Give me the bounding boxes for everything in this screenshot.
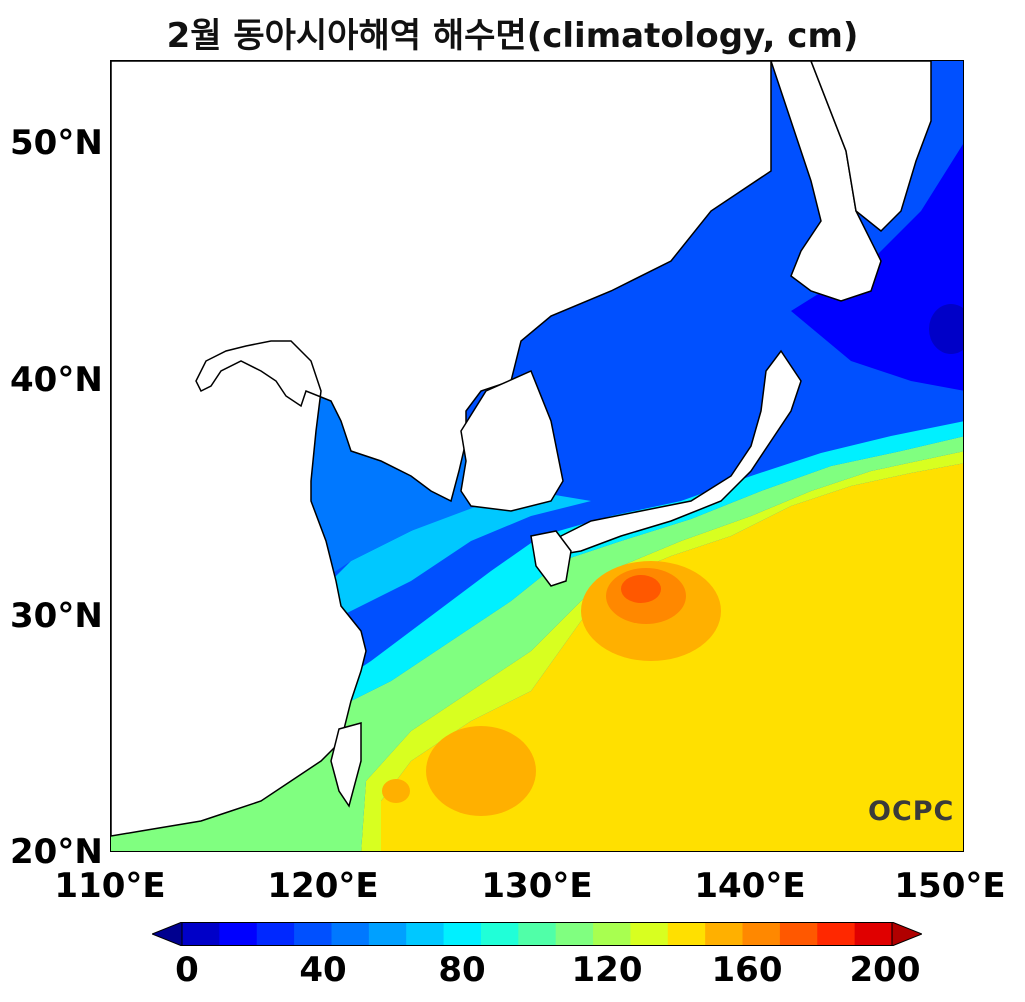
colorbar-bin	[555, 922, 594, 946]
colorbar-extend-min	[150, 921, 183, 947]
field-cyan-band	[311, 421, 963, 721]
colorbar-bin	[182, 922, 220, 946]
field-darkest-blue	[929, 304, 963, 354]
eddy-red-core	[621, 575, 661, 603]
land-taiwan	[330, 722, 362, 808]
map-title: 2월 동아시아해역 해수면(climatology, cm)	[166, 16, 859, 56]
colorbar-tick-160: 160	[711, 950, 783, 990]
colorbar-bin	[331, 922, 370, 946]
colorbar-bin	[406, 922, 445, 946]
colorbar-bin	[817, 922, 856, 946]
colorbar-bin	[443, 922, 482, 946]
colorbar-bin	[854, 922, 893, 946]
colorbar-bin	[705, 922, 744, 946]
lon-label-110e: 110°E	[54, 866, 166, 906]
colorbar-bin	[630, 922, 669, 946]
colorbar-tick-120: 120	[571, 950, 643, 990]
colorbar-bin	[256, 922, 295, 946]
lat-label-50n: 50°N	[10, 123, 103, 163]
sea-level-field	[111, 61, 963, 851]
colorbar-tick-40: 40	[299, 950, 347, 990]
colorbar-bin	[518, 922, 557, 946]
colorbar-bin	[219, 922, 258, 946]
colorbar-bin	[593, 922, 631, 946]
colorbar-bin	[368, 922, 407, 946]
colorbar-tick-200: 200	[849, 950, 921, 990]
lon-label-120e: 120°E	[267, 866, 379, 906]
lon-label-130e: 130°E	[481, 866, 593, 906]
colorbar-bin	[667, 922, 706, 946]
field-lightblue-yellowsea	[321, 491, 591, 621]
sea-level-map	[110, 60, 964, 852]
colorbar-svg	[150, 921, 924, 947]
colorbar-extend-max	[891, 921, 924, 947]
lat-label-40n: 40°N	[10, 360, 103, 400]
colorbar	[150, 921, 924, 947]
colorbar-tick-80: 80	[438, 950, 486, 990]
eddy-orange-south	[426, 726, 536, 816]
colorbar-bin	[294, 922, 332, 946]
lat-label-20n: 20°N	[10, 832, 103, 872]
colorbar-bin	[742, 922, 781, 946]
land-kyushu	[530, 530, 572, 587]
lon-label-150e: 150°E	[894, 866, 1006, 906]
ocpc-logo: OCPC	[868, 796, 955, 827]
colorbar-bin	[779, 922, 818, 946]
colorbar-tick-0: 0	[175, 950, 199, 990]
colorbar-bin	[480, 922, 519, 946]
colorbar-border	[181, 922, 893, 946]
lat-label-30n: 30°N	[10, 596, 103, 636]
eddy-orange-small	[382, 779, 410, 803]
lon-label-140e: 140°E	[694, 866, 806, 906]
land-northeast-asia	[810, 61, 932, 233]
land-korea	[460, 369, 564, 512]
